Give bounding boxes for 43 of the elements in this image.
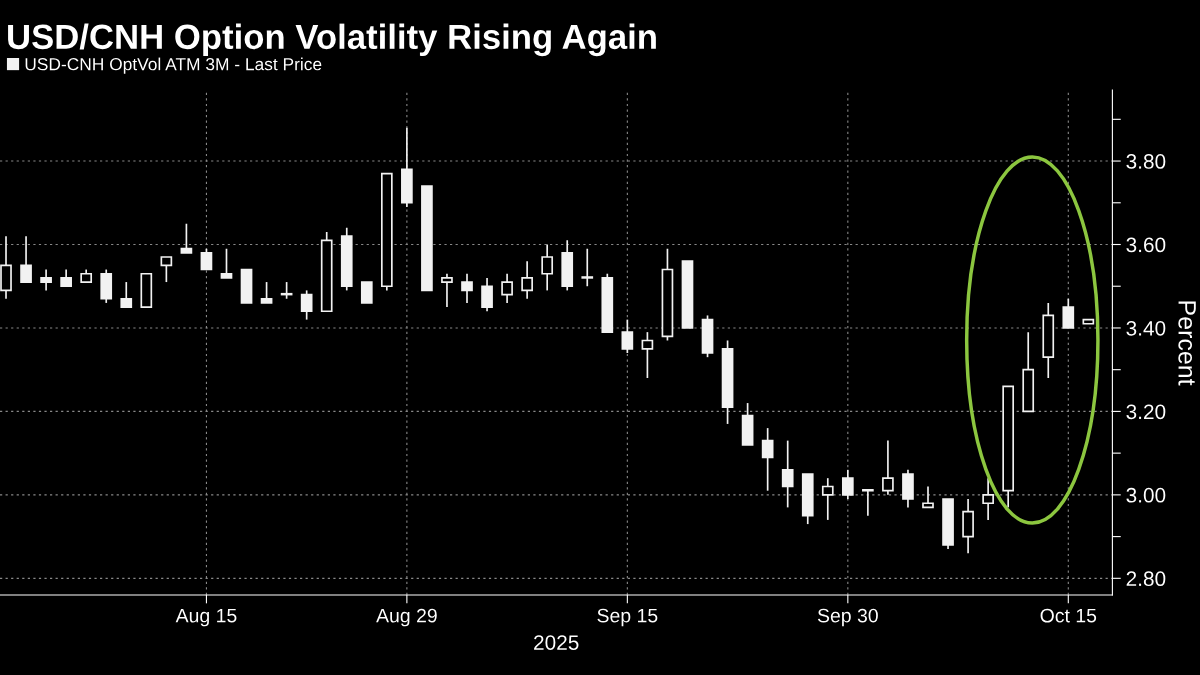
candlestick (641, 331, 654, 379)
y-axis-title: Percent (1178, 301, 1196, 386)
y-tick-label: 3.20 (1126, 404, 1166, 420)
x-tick-label: Aug 15 (175, 608, 237, 627)
y-tick-label: 3.40 (1126, 320, 1166, 336)
candlestick (40, 268, 52, 292)
candlestick (260, 281, 273, 304)
candlestick (862, 489, 874, 517)
candlestick (541, 243, 554, 292)
candlestick (160, 256, 173, 283)
legend-label: USD-CNH OptVol ATM 3M - Last Price (25, 57, 322, 74)
candlestick (20, 235, 32, 283)
candlestick (461, 272, 473, 304)
candlestick (581, 247, 594, 288)
candlestick (441, 272, 453, 308)
x-axis-title: 2025 (534, 635, 579, 650)
candlestick (180, 222, 193, 254)
candlestick (761, 427, 774, 492)
candlestick (200, 247, 213, 271)
candlestick (360, 281, 373, 304)
candlestick (621, 318, 634, 354)
x-tick-label: Sep 15 (597, 608, 658, 627)
candlestick (300, 289, 313, 321)
y-tick-label: 2.80 (1126, 571, 1166, 587)
candlestick (922, 485, 934, 509)
candlestick (481, 277, 493, 313)
x-tick-label: Oct 15 (1040, 608, 1097, 623)
chart-title: USD/CNH Option Volatility Rising Again (8, 23, 656, 57)
candlestick (882, 439, 894, 496)
candlestick (982, 477, 994, 521)
candlestick (781, 439, 794, 509)
candlestick (501, 272, 513, 304)
candlestick (220, 247, 233, 279)
candlestick (120, 281, 133, 308)
candlestick (521, 260, 533, 300)
y-tick-label: 3.00 (1126, 487, 1166, 503)
x-tick-label: Aug 29 (376, 608, 437, 627)
candlestick (821, 477, 834, 521)
y-tick-label: 3.80 (1126, 154, 1166, 169)
x-tick-label: Sep 30 (817, 608, 878, 627)
candlestick (1062, 297, 1075, 329)
y-tick-label: 3.60 (1126, 237, 1166, 253)
candlestick (841, 468, 854, 500)
